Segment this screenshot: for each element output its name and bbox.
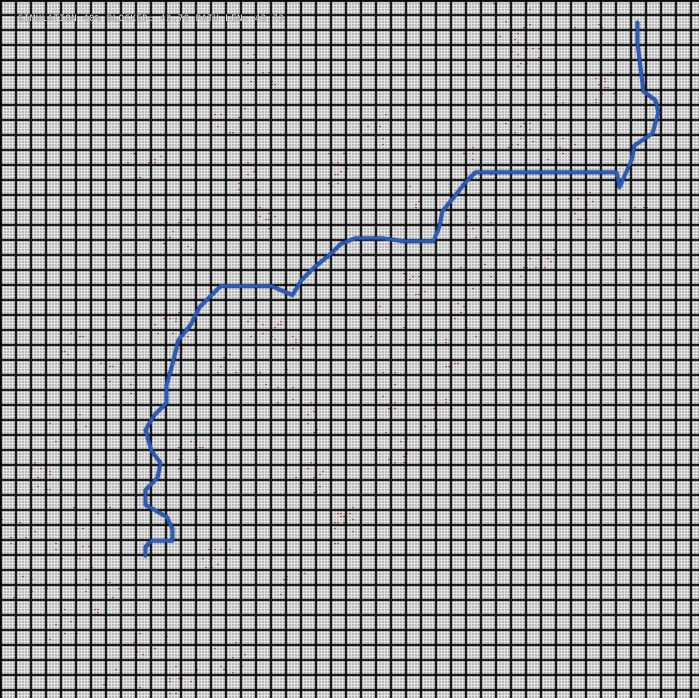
hud-status-text: SIMULATION 40% BLOCKED: 42.78 PATH LEN: … [18,14,285,24]
